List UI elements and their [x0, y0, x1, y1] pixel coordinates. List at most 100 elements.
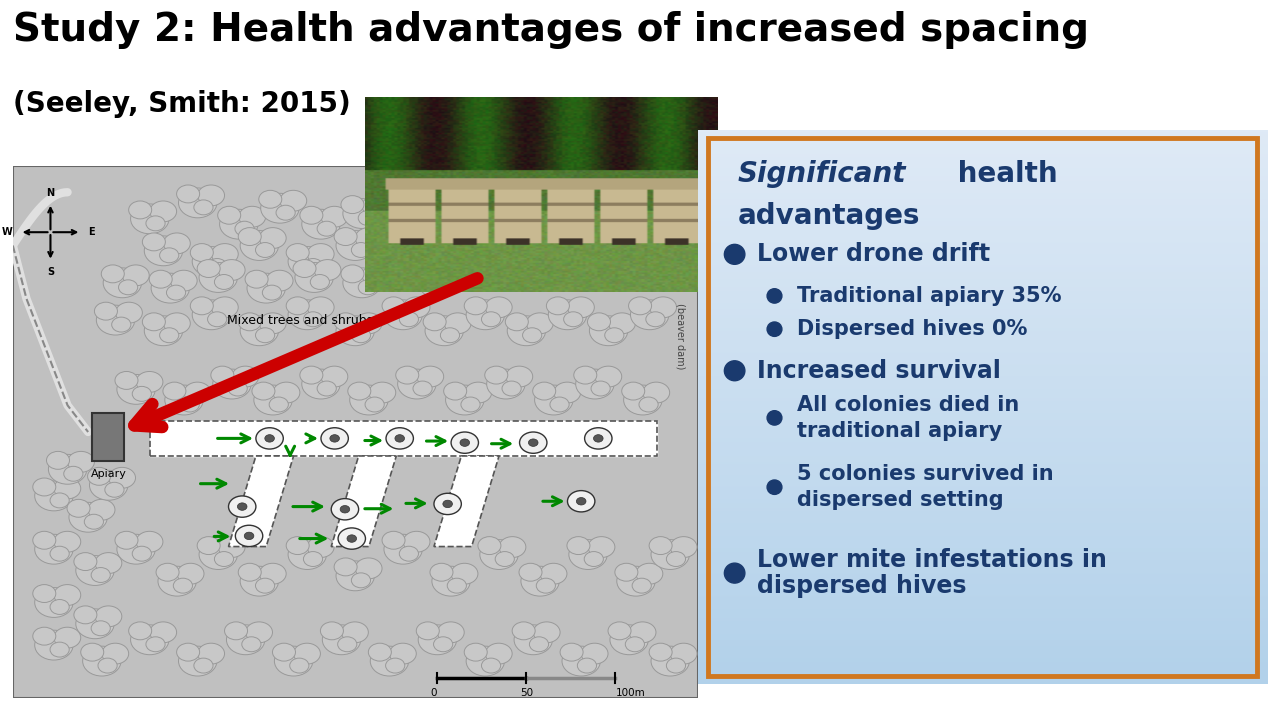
Circle shape [116, 374, 155, 405]
Circle shape [33, 478, 56, 496]
Circle shape [604, 328, 623, 343]
Circle shape [767, 322, 782, 336]
Circle shape [293, 260, 316, 277]
Circle shape [129, 201, 151, 219]
Circle shape [35, 534, 73, 564]
Circle shape [54, 531, 81, 552]
Circle shape [438, 622, 465, 643]
Circle shape [561, 643, 584, 661]
Circle shape [356, 313, 381, 334]
Circle shape [550, 397, 570, 412]
Circle shape [671, 536, 698, 557]
Circle shape [362, 196, 389, 217]
Circle shape [273, 382, 300, 403]
Circle shape [521, 566, 559, 596]
Text: Increased survival: Increased survival [758, 359, 1001, 383]
Circle shape [358, 280, 378, 294]
Circle shape [236, 526, 262, 546]
Circle shape [321, 366, 348, 387]
Circle shape [76, 556, 114, 585]
Circle shape [115, 372, 138, 390]
Text: dispersed hives: dispersed hives [758, 575, 966, 598]
Circle shape [228, 381, 247, 396]
Circle shape [197, 185, 224, 206]
Circle shape [460, 439, 470, 446]
Circle shape [425, 316, 463, 346]
Circle shape [119, 280, 138, 294]
Circle shape [588, 536, 614, 557]
Circle shape [238, 563, 261, 581]
Circle shape [207, 312, 227, 327]
Circle shape [294, 263, 333, 292]
Circle shape [237, 503, 247, 510]
Circle shape [67, 500, 90, 517]
Circle shape [177, 185, 200, 203]
Circle shape [480, 539, 518, 570]
Circle shape [160, 328, 179, 343]
Circle shape [518, 563, 541, 581]
Circle shape [396, 366, 419, 384]
Circle shape [303, 312, 323, 327]
Text: Mixed trees and shrubs: Mixed trees and shrubs [228, 314, 374, 327]
Circle shape [310, 274, 329, 289]
Circle shape [164, 313, 191, 334]
Circle shape [512, 622, 535, 640]
Circle shape [160, 248, 179, 263]
Circle shape [321, 428, 348, 449]
Circle shape [343, 199, 381, 228]
Bar [92, 413, 124, 462]
Circle shape [136, 531, 163, 552]
Circle shape [589, 316, 627, 346]
Circle shape [232, 366, 259, 387]
Circle shape [224, 622, 247, 640]
Circle shape [211, 297, 238, 318]
Circle shape [584, 552, 603, 567]
Circle shape [96, 305, 134, 335]
Circle shape [594, 435, 603, 442]
Circle shape [337, 230, 374, 261]
Circle shape [562, 646, 600, 676]
Circle shape [330, 435, 339, 442]
Text: Apiary: Apiary [91, 469, 127, 480]
Circle shape [132, 546, 151, 561]
Circle shape [280, 190, 307, 211]
Circle shape [532, 382, 556, 400]
Circle shape [317, 381, 337, 396]
Circle shape [99, 658, 118, 673]
Circle shape [269, 397, 288, 412]
Circle shape [608, 313, 635, 334]
Text: 50: 50 [520, 688, 532, 698]
Circle shape [156, 563, 179, 581]
Circle shape [444, 382, 467, 400]
Circle shape [256, 328, 275, 343]
Circle shape [105, 482, 124, 498]
Circle shape [111, 317, 131, 332]
Circle shape [337, 561, 374, 591]
Circle shape [64, 467, 83, 481]
Circle shape [192, 246, 230, 276]
Text: (Seeley, Smith: 2015): (Seeley, Smith: 2015) [13, 90, 351, 118]
Circle shape [530, 636, 549, 652]
Circle shape [192, 300, 230, 330]
Circle shape [623, 385, 662, 415]
Circle shape [340, 265, 364, 283]
Circle shape [563, 312, 582, 327]
Polygon shape [229, 456, 293, 546]
Circle shape [342, 622, 369, 643]
Circle shape [219, 536, 244, 557]
Circle shape [352, 243, 370, 258]
Circle shape [617, 566, 655, 596]
Circle shape [241, 566, 279, 596]
Circle shape [393, 269, 412, 284]
Circle shape [445, 385, 484, 415]
Circle shape [585, 428, 612, 449]
Circle shape [577, 658, 596, 673]
Circle shape [81, 643, 104, 661]
Circle shape [317, 221, 337, 236]
Circle shape [246, 622, 273, 643]
Circle shape [91, 567, 110, 582]
Circle shape [431, 566, 470, 596]
Circle shape [238, 313, 261, 330]
Circle shape [588, 313, 611, 330]
Circle shape [419, 625, 457, 654]
